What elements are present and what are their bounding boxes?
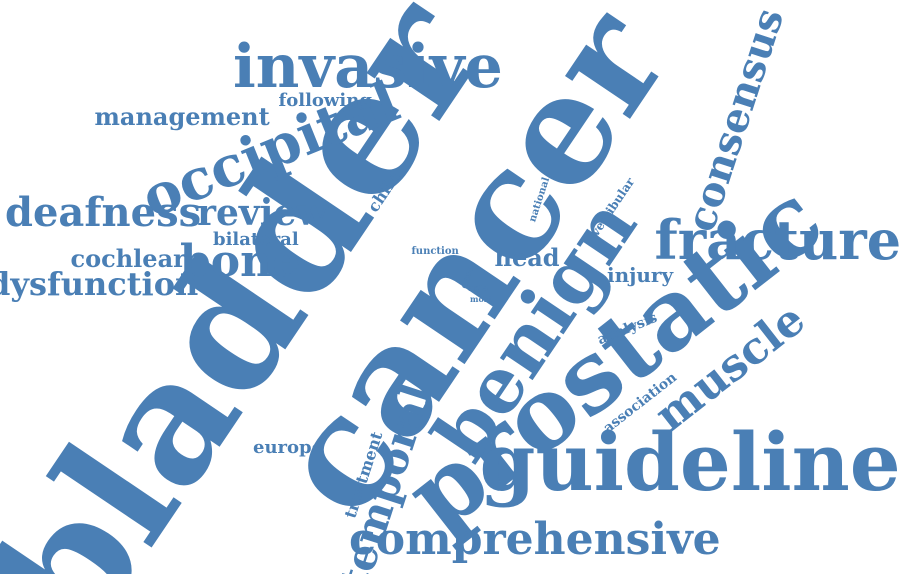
word-comprehensive: comprehensive <box>349 514 721 565</box>
word-most: most <box>470 294 492 304</box>
word-bilateral: bilateral <box>213 229 299 250</box>
word-asia: asia <box>468 283 489 294</box>
word-europe: europe <box>253 437 324 458</box>
word-function: function <box>411 246 459 257</box>
word-head: head <box>494 243 560 272</box>
word-bone: bone <box>180 236 301 287</box>
word-guideline: guideline <box>479 415 900 509</box>
word-invasive: invasive <box>233 32 503 102</box>
word-management: management <box>94 102 270 131</box>
word-review: review <box>197 192 328 234</box>
word-fracture: fracture <box>654 208 900 272</box>
word-injury: injury <box>607 263 674 287</box>
word-cochlear: cochlear <box>70 244 186 273</box>
word-following: following <box>278 90 372 111</box>
word-deafness: deafness <box>5 189 202 236</box>
word-dysfunction: dysfunction <box>0 265 199 303</box>
